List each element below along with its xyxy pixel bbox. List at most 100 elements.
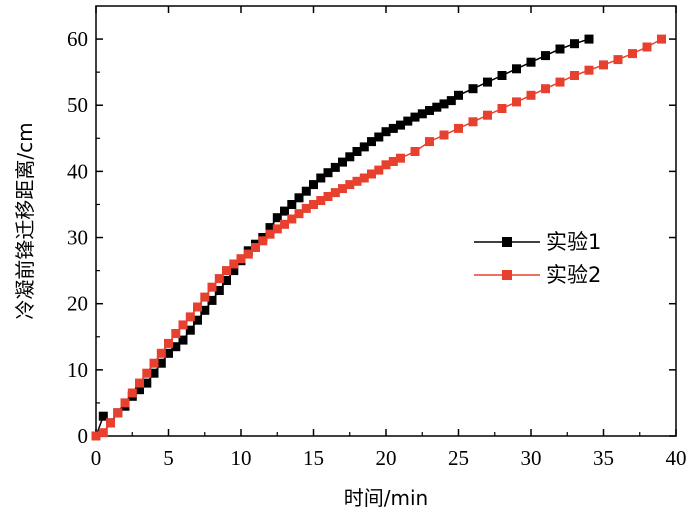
x-tick-label: 5 <box>163 446 174 470</box>
series-1-point <box>483 77 492 87</box>
series-1-point <box>214 286 224 295</box>
legend-marker-series-2 <box>502 270 512 280</box>
series-1-point <box>446 96 456 106</box>
series-1-point <box>164 348 173 358</box>
axis-ticks: 0 5 10 15 20 25 30 35 40 0 10 20 30 40 50 60 <box>67 6 687 470</box>
series-1-point <box>309 180 318 190</box>
series-2-point <box>272 224 282 234</box>
series-1-point <box>149 368 159 378</box>
series-2-point <box>294 209 304 219</box>
series-2-point <box>468 117 478 127</box>
series-2-point <box>541 84 550 94</box>
series-1-point <box>265 223 275 233</box>
series-2-point <box>367 169 376 179</box>
series-1-point <box>439 99 449 109</box>
series-2-point <box>207 282 217 292</box>
series-1-point <box>417 109 427 119</box>
series-2-point <box>316 196 326 205</box>
series-2-point <box>222 266 231 276</box>
series-1-point <box>570 39 579 49</box>
series-1-point <box>381 127 391 137</box>
series-1-point <box>229 266 239 276</box>
series-2-point <box>396 153 405 163</box>
series-2-point <box>258 236 268 246</box>
series-2-point <box>497 104 507 113</box>
series-1-point <box>367 137 376 147</box>
legend-item-series-1: 实验1 <box>474 230 601 254</box>
series-2-point <box>120 398 130 408</box>
series-2-point <box>642 42 652 52</box>
series-1-point <box>323 168 333 178</box>
series-2-point <box>374 165 384 175</box>
series-1-point <box>541 51 550 61</box>
y-tick-label: 30 <box>67 226 88 250</box>
series-2-point <box>613 55 623 65</box>
series-2-point <box>149 358 159 368</box>
series-1-point <box>171 342 181 352</box>
series-1-point <box>454 90 463 100</box>
series-2-point <box>98 428 108 438</box>
series-1-point <box>468 84 478 94</box>
y-tick-label: 40 <box>67 159 88 183</box>
series-2-point <box>599 60 608 70</box>
series-1-point <box>555 44 565 54</box>
series-1-point <box>301 186 311 196</box>
series-2-point <box>628 49 637 59</box>
series-2-point <box>657 34 666 44</box>
series-2-point <box>584 65 594 75</box>
series-2-point <box>388 157 398 166</box>
series-2-point <box>229 259 239 269</box>
legend-marker-series-1 <box>502 237 512 247</box>
series-1-point <box>396 120 405 130</box>
series-1-point <box>330 162 340 172</box>
series-2-point <box>338 184 347 194</box>
series-1-point <box>526 57 536 67</box>
series-2-point <box>214 274 224 284</box>
series-1-point <box>272 213 282 223</box>
series-2-point <box>454 123 463 133</box>
series-1-point <box>135 385 144 395</box>
x-tick-label: 40 <box>666 446 687 470</box>
legend-label-series-1: 实验1 <box>546 230 601 254</box>
x-tick-label: 20 <box>376 446 397 470</box>
series-2-point <box>243 249 253 259</box>
series-2-point <box>483 110 492 120</box>
x-tick-label: 15 <box>303 446 324 470</box>
series-1-point <box>388 123 398 133</box>
series-1-point <box>403 116 413 126</box>
y-tick-label: 20 <box>67 292 88 316</box>
series-2-point <box>265 229 275 239</box>
series-2-point <box>345 180 355 190</box>
x-tick-label: 35 <box>593 446 614 470</box>
y-axis-title: 冷凝前锋迁移距离/cm <box>13 122 37 319</box>
x-tick-label: 0 <box>91 446 102 470</box>
y-tick-label: 0 <box>78 424 89 448</box>
series-2-point <box>425 137 434 147</box>
series-2-point <box>164 338 173 348</box>
series-2-point <box>439 130 449 140</box>
series-2-point <box>185 312 195 322</box>
series-1-point <box>200 305 210 315</box>
series-1-point <box>345 152 355 162</box>
legend-item-series-2: 实验2 <box>474 263 601 287</box>
series-2-point <box>280 219 289 229</box>
x-axis-title: 时间/min <box>344 486 428 510</box>
series-2-point <box>309 200 318 209</box>
series-2-point <box>251 243 260 252</box>
series-1-point <box>352 147 362 156</box>
series-2-point <box>171 329 181 338</box>
series-2-point <box>381 160 391 170</box>
series-1-point <box>280 206 289 216</box>
series-1-point <box>374 132 384 142</box>
series-markers <box>91 34 666 441</box>
series-2-point <box>127 388 137 398</box>
series-2-point <box>91 431 101 441</box>
series-1-point <box>287 200 297 209</box>
x-tick-label: 10 <box>231 446 252 470</box>
legend: 实验1 实验2 <box>474 230 601 287</box>
series-2-point <box>200 292 210 302</box>
series-1-point <box>142 378 152 388</box>
series-2-point <box>526 90 536 100</box>
series-2-point <box>570 71 579 80</box>
series-1-point <box>316 173 326 183</box>
